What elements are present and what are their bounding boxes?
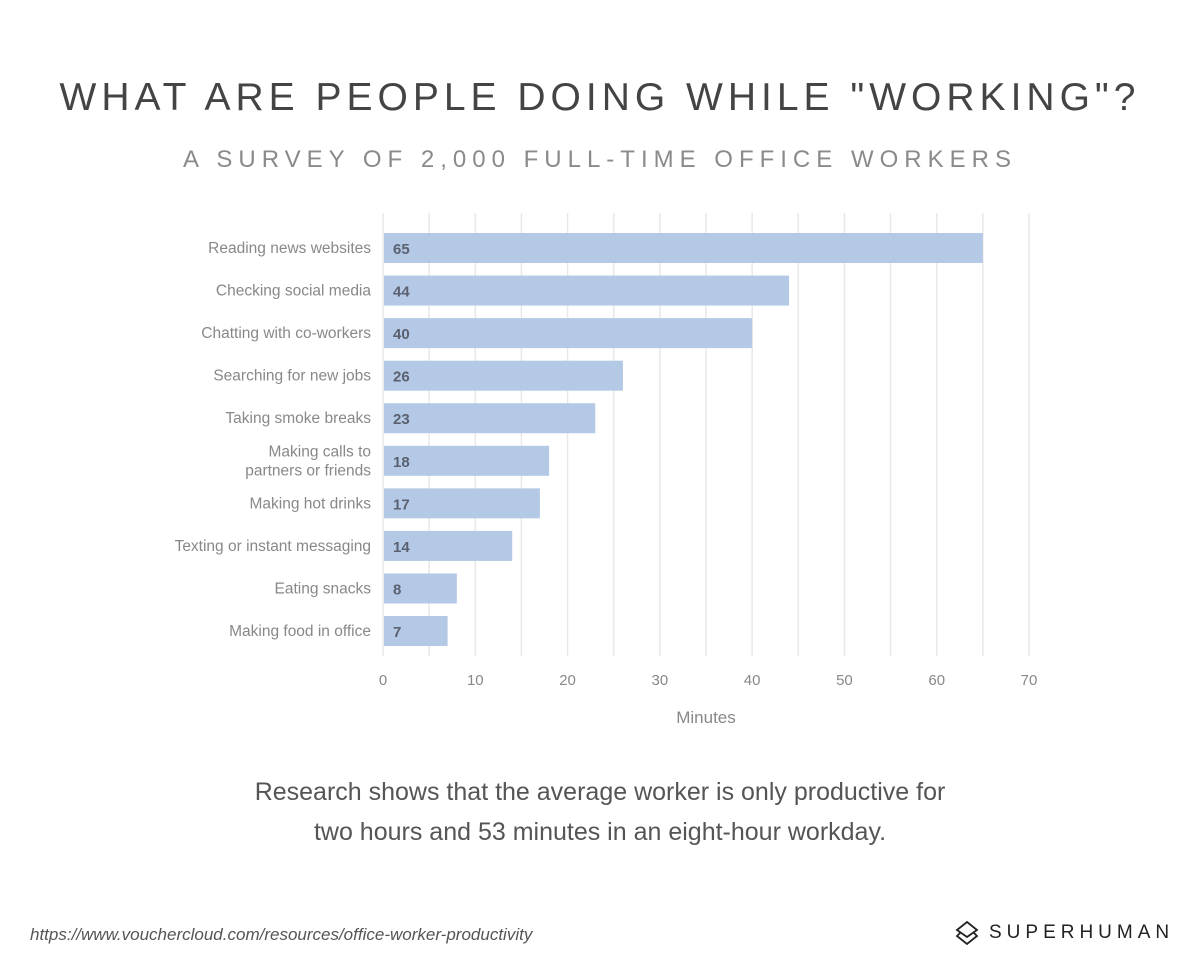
bar: [384, 275, 790, 306]
caption: Research shows that the average worker i…: [0, 772, 1200, 852]
caption-line: Research shows that the average worker i…: [254, 778, 946, 806]
category-label: Eating snacks: [275, 580, 372, 597]
bar: [384, 488, 540, 519]
bar-value-label: 14: [393, 539, 410, 556]
x-tick-label: 30: [652, 672, 669, 689]
x-tick-label: 20: [559, 672, 576, 689]
category-label: Checking social media: [216, 283, 371, 300]
bar-value-label: 17: [393, 496, 410, 513]
x-axis-label: Minutes: [676, 708, 736, 727]
x-tick-label: 70: [1021, 672, 1038, 689]
x-tick-label: 40: [744, 672, 761, 689]
category-label: Making food in office: [229, 623, 371, 640]
category-label: Chatting with co-workers: [201, 325, 371, 342]
superhuman-logo: SUPERHUMAN: [955, 920, 1174, 946]
layers-icon: [955, 920, 979, 946]
bar: [384, 360, 623, 391]
bar: [384, 318, 753, 349]
bar: [384, 445, 550, 476]
x-tick-label: 60: [928, 672, 945, 689]
category-label: Reading news websites: [208, 240, 371, 257]
x-tick-label: 10: [467, 672, 484, 689]
bar-value-label: 40: [393, 326, 410, 343]
logo-text: SUPERHUMAN: [989, 922, 1175, 943]
bar-value-label: 26: [393, 369, 410, 386]
bar-value-label: 18: [393, 454, 410, 471]
bar-chart: 0 10 20 30 40 50 60 70 Minutes 65 Reading news web…: [175, 213, 1038, 727]
bar: [384, 573, 457, 604]
x-tick-label: 0: [379, 672, 387, 689]
category-label: Texting or instant messaging: [175, 538, 371, 555]
category-label: Searching for new jobs: [213, 368, 371, 385]
caption-line: two hours and 53 minutes in an eight-hou…: [313, 818, 887, 846]
bar-value-label: 44: [393, 284, 410, 301]
category-label: Making hot drinks: [250, 495, 372, 512]
chart-title: WHAT ARE PEOPLE DOING WHILE "WORKING"?: [59, 76, 1141, 119]
bar-value-label: 7: [393, 624, 401, 641]
bar: [384, 403, 596, 434]
source-link[interactable]: https://www.vouchercloud.com/resources/o…: [30, 925, 533, 944]
bar-value-label: 23: [393, 411, 410, 428]
bar: [384, 616, 448, 647]
chart-subtitle: A SURVEY OF 2,000 FULL-TIME OFFICE WORKE…: [183, 146, 1017, 173]
bar-value-label: 8: [393, 581, 401, 598]
x-tick-label: 50: [836, 672, 853, 689]
bar: [384, 530, 513, 561]
category-label: Taking smoke breaks: [225, 410, 371, 427]
category-label: partners or friends: [245, 462, 371, 479]
category-label: Making calls to: [268, 443, 371, 460]
bar: [384, 233, 983, 263]
bar-value-label: 65: [393, 241, 410, 258]
